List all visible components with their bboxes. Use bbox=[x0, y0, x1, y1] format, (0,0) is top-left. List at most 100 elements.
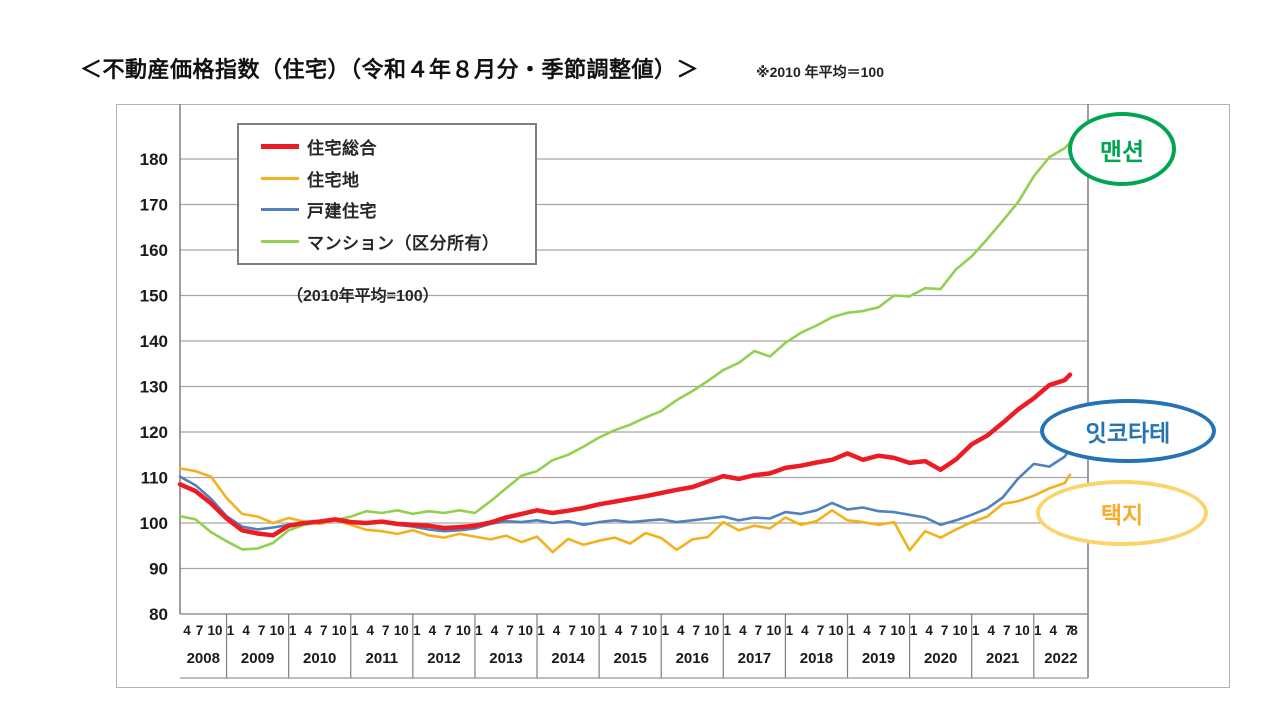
x-month-tick-label: 10 bbox=[891, 623, 906, 638]
x-month-tick-label: 1 bbox=[537, 623, 545, 638]
x-month-tick-label: 4 bbox=[553, 623, 561, 638]
x-month-tick-label: 1 bbox=[599, 623, 607, 638]
x-month-tick-label: 4 bbox=[1050, 623, 1058, 638]
x-month-tick-label: 1 bbox=[1034, 623, 1042, 638]
annotation-text-mansion: 맨션 bbox=[1099, 138, 1145, 166]
x-month-tick-label: 1 bbox=[351, 623, 359, 638]
x-year-label-2010: 2010 bbox=[303, 650, 336, 667]
x-month-tick-label: 7 bbox=[693, 623, 701, 638]
x-year-label-2013: 2013 bbox=[489, 650, 522, 667]
x-year-label-2015: 2015 bbox=[613, 650, 646, 667]
x-month-tick-label: 7 bbox=[755, 623, 763, 638]
y-axis-label-170: 170 bbox=[140, 196, 168, 215]
x-year-label-2009: 2009 bbox=[241, 650, 274, 667]
x-month-tick-label: 1 bbox=[724, 623, 732, 638]
y-axis-label-100: 100 bbox=[140, 514, 168, 533]
x-month-tick-label: 1 bbox=[227, 623, 235, 638]
y-axis-label-90: 90 bbox=[149, 560, 168, 579]
legend-item-mansion: マンション（区分所有） bbox=[261, 229, 535, 254]
legend-line-swatch-red bbox=[261, 144, 299, 150]
x-month-tick-label: 7 bbox=[630, 623, 638, 638]
x-month-tick-label: 7 bbox=[258, 623, 266, 638]
x-month-tick-label: 1 bbox=[475, 623, 483, 638]
x-month-tick-label: 4 bbox=[242, 623, 250, 638]
x-month-tick-label: 7 bbox=[1065, 623, 1073, 638]
legend-item-kodate: 戸建住宅 bbox=[261, 197, 535, 222]
annotation-text-ikkodate: 잇코타테 bbox=[1085, 420, 1171, 446]
page-title: ＜不動産価格指数（住宅）（令和４年８月分・季節調整値）＞ bbox=[80, 52, 699, 84]
x-month-tick-label: 1 bbox=[289, 623, 297, 638]
x-month-tick-label: 4 bbox=[183, 623, 191, 638]
x-month-tick-label: 7 bbox=[817, 623, 825, 638]
x-month-tick-label: 10 bbox=[704, 623, 719, 638]
legend-line-swatch-blue bbox=[261, 208, 299, 212]
x-year-label-2022: 2022 bbox=[1044, 650, 1077, 667]
x-month-tick-label: 4 bbox=[801, 623, 809, 638]
y-axis-label-120: 120 bbox=[140, 423, 168, 442]
x-month-tick-label: 7 bbox=[506, 623, 514, 638]
x-month-tick-label: 1 bbox=[848, 623, 856, 638]
annotation-oval-taekji: 택지 bbox=[1036, 480, 1208, 546]
legend-label: 住宅総合 bbox=[307, 139, 377, 159]
x-month-tick-label: 10 bbox=[394, 623, 409, 638]
series-line-住宅地 bbox=[178, 467, 1072, 554]
x-year-label-2020: 2020 bbox=[924, 650, 957, 667]
x-month-tick-label: 10 bbox=[456, 623, 471, 638]
x-month-tick-label: 10 bbox=[828, 623, 843, 638]
x-month-tick-label: 10 bbox=[580, 623, 595, 638]
x-month-tick-label: 7 bbox=[444, 623, 452, 638]
x-month-tick-label: 4 bbox=[863, 623, 871, 638]
x-month-tick-label: 1 bbox=[972, 623, 980, 638]
x-month-tick-label: 4 bbox=[367, 623, 375, 638]
y-axis-label-140: 140 bbox=[140, 332, 168, 351]
x-year-label-2017: 2017 bbox=[738, 650, 771, 667]
x-month-tick-label: 10 bbox=[518, 623, 533, 638]
legend-line-swatch-green bbox=[261, 239, 299, 243]
x-month-tick-label: 10 bbox=[642, 623, 657, 638]
x-month-tick-label: 7 bbox=[320, 623, 328, 638]
legend-label: 戸建住宅 bbox=[307, 202, 377, 222]
y-axis-label-130: 130 bbox=[140, 378, 168, 397]
x-month-tick-label: 7 bbox=[196, 623, 204, 638]
legend-label: マンション（区分所有） bbox=[307, 233, 500, 253]
x-month-tick-label: 4 bbox=[304, 623, 312, 638]
x-month-tick-label: 7 bbox=[941, 623, 949, 638]
y-axis-label-110: 110 bbox=[141, 469, 168, 488]
legend-line-swatch-yellow bbox=[261, 176, 299, 180]
x-month-tick-label: 10 bbox=[208, 623, 223, 638]
x-month-tick-label: 10 bbox=[953, 623, 968, 638]
legend-label: 住宅地 bbox=[307, 170, 360, 190]
annotation-text-taekji: 택지 bbox=[1100, 502, 1144, 528]
x-month-tick-label: 1 bbox=[786, 623, 794, 638]
x-month-tick-label: 4 bbox=[491, 623, 499, 638]
x-year-label-2008: 2008 bbox=[187, 650, 220, 667]
x-year-label-2012: 2012 bbox=[427, 650, 460, 667]
x-month-tick-label: 10 bbox=[332, 623, 347, 638]
x-year-label-2019: 2019 bbox=[862, 650, 895, 667]
x-month-tick-label: 10 bbox=[1015, 623, 1030, 638]
x-year-label-2014: 2014 bbox=[551, 650, 585, 667]
y-axis-label-150: 150 bbox=[140, 287, 168, 306]
chart-title-note: ※2010 年平均＝100 bbox=[756, 64, 885, 80]
series-line-住宅総合 bbox=[177, 372, 1073, 538]
x-year-label-2021: 2021 bbox=[986, 650, 1019, 667]
legend-item-jutaku-sogo: 住宅総合 bbox=[261, 134, 535, 159]
x-year-label-2016: 2016 bbox=[676, 650, 709, 667]
x-month-tick-label: 1 bbox=[910, 623, 918, 638]
x-month-tick-label: 4 bbox=[615, 623, 623, 638]
x-year-label-2011: 2011 bbox=[366, 650, 399, 667]
x-month-tick-label: 7 bbox=[568, 623, 576, 638]
x-month-tick-label: 4 bbox=[987, 623, 995, 638]
x-month-tick-label: 7 bbox=[382, 623, 390, 638]
x-month-tick-label: 10 bbox=[270, 623, 285, 638]
x-month-tick-label: 4 bbox=[739, 623, 747, 638]
y-axis-label-80: 80 bbox=[149, 605, 168, 624]
legend-item-jutakuchi: 住宅地 bbox=[261, 166, 535, 191]
x-month-tick-label: 4 bbox=[677, 623, 685, 638]
chart-title: ＜不動産価格指数（住宅）（令和４年８月分・季節調整値）＞ bbox=[80, 57, 700, 82]
x-month-tick-label: 4 bbox=[925, 623, 933, 638]
annotation-oval-ikkodate: 잇코타테 bbox=[1040, 399, 1216, 463]
y-axis-label-160: 160 bbox=[140, 241, 168, 260]
